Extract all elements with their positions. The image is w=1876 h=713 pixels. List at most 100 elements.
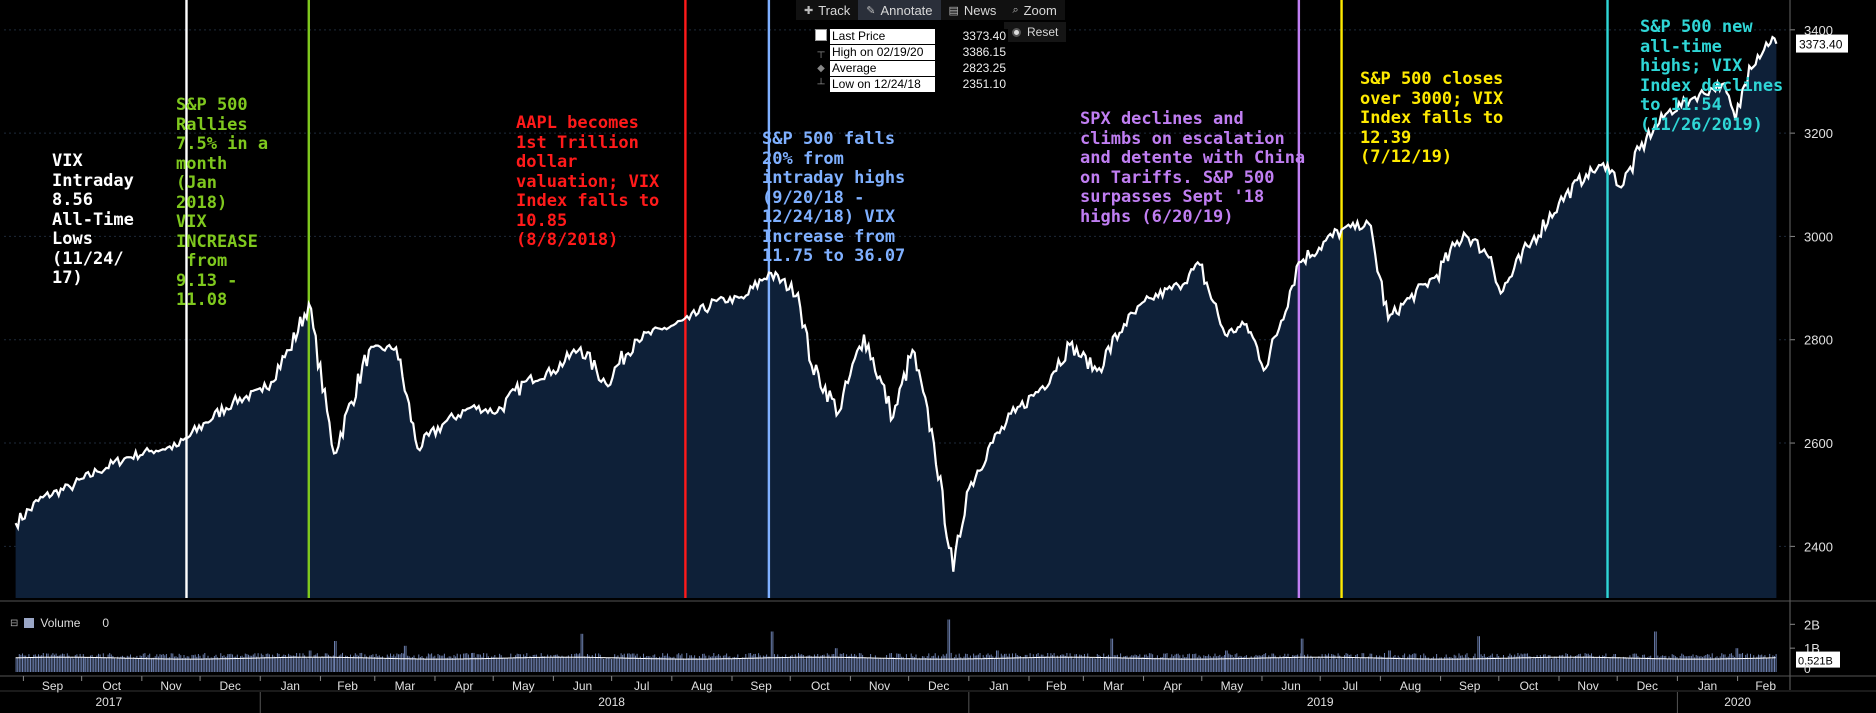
- volume-bar: [1618, 657, 1620, 672]
- volume-bar: [117, 656, 119, 672]
- volume-bar: [36, 656, 38, 672]
- volume-bar: [178, 653, 180, 672]
- zoom-button[interactable]: ⌕ Zoom: [1012, 2, 1057, 18]
- volume-bar: [1488, 656, 1490, 672]
- volume-bar: [526, 653, 528, 672]
- x-month-label: May: [1221, 679, 1244, 693]
- volume-bar: [886, 655, 888, 672]
- legend-row-last[interactable]: Last Price 3373.40: [812, 28, 1008, 44]
- volume-bar: [524, 656, 526, 672]
- volume-bar: [1759, 655, 1761, 672]
- volume-bar: [887, 658, 889, 672]
- volume-bar: [615, 656, 617, 672]
- volume-bar: [1116, 654, 1118, 672]
- volume-bar: [745, 654, 747, 672]
- volume-bar: [1355, 655, 1357, 672]
- volume-bar: [730, 658, 732, 672]
- volume-bar: [1203, 655, 1205, 672]
- volume-bar: [1563, 656, 1565, 672]
- volume-bar: [321, 656, 323, 672]
- volume-bar: [955, 654, 957, 672]
- volume-bar: [463, 653, 465, 672]
- volume-bar: [1466, 653, 1468, 672]
- volume-bar: [838, 656, 840, 672]
- volume-bar: [407, 655, 409, 672]
- volume-bar: [1740, 653, 1742, 672]
- volume-bar: [817, 654, 819, 672]
- track-button[interactable]: ✚ Track: [804, 2, 851, 18]
- volume-bar: [806, 656, 807, 672]
- volume-bar: [1507, 655, 1509, 672]
- volume-bar: [1228, 653, 1230, 672]
- volume-bar: [1579, 653, 1581, 672]
- volume-bar: [904, 658, 906, 672]
- volume-bar: [232, 654, 233, 672]
- volume-bar: [1145, 654, 1147, 672]
- volume-bar: [1673, 654, 1675, 672]
- annotate-button[interactable]: ✎ Annotate: [858, 0, 941, 20]
- volume-bar: [125, 658, 127, 672]
- volume-bar: [782, 656, 783, 672]
- volume-bar: [1241, 656, 1243, 672]
- volume-bar: [769, 656, 771, 672]
- volume-bar: [551, 657, 553, 672]
- volume-bar: [1082, 656, 1084, 672]
- volume-bar: [70, 657, 71, 672]
- y-tick-label: 3200: [1804, 126, 1833, 141]
- legend-row-high: ┬ High on 02/19/20 3386.15: [812, 44, 1008, 60]
- volume-bar: [79, 653, 81, 672]
- volume-bar: [1624, 657, 1626, 672]
- volume-bar: [783, 657, 785, 672]
- y-tick-label: 3000: [1804, 229, 1833, 244]
- volume-bar: [1220, 656, 1222, 672]
- volume-bar: [142, 653, 144, 672]
- reset-button[interactable]: Reset: [1004, 22, 1067, 42]
- volume-bar: [750, 653, 752, 672]
- volume-bar: [1452, 658, 1454, 672]
- volume-bar: [799, 654, 801, 672]
- volume-bar: [1217, 655, 1219, 672]
- volume-bar: [960, 657, 962, 672]
- volume-bar: [1374, 657, 1376, 672]
- volume-bar: [1323, 658, 1325, 672]
- collapse-icon[interactable]: ⊟: [10, 617, 19, 629]
- volume-bar: [997, 650, 999, 672]
- volume-bar: [814, 654, 815, 672]
- volume-bar: [638, 658, 640, 672]
- checkbox-icon[interactable]: [812, 28, 830, 44]
- volume-bar: [1514, 654, 1516, 672]
- volume-bar: [1501, 658, 1503, 672]
- volume-bar: [603, 658, 604, 672]
- volume-bar: [702, 653, 704, 672]
- volume-bar: [324, 653, 326, 672]
- x-month-label: Nov: [869, 679, 890, 693]
- volume-bar: [764, 656, 766, 672]
- news-button[interactable]: ▤ News: [948, 2, 997, 18]
- volume-bar: [1168, 658, 1170, 672]
- volume-bar: [85, 657, 87, 672]
- volume-bar: [950, 652, 952, 672]
- volume-bar: [1129, 656, 1131, 672]
- volume-bar: [60, 654, 62, 672]
- volume-bar: [342, 652, 343, 672]
- volume-bar: [1185, 657, 1187, 672]
- volume-bar: [561, 655, 563, 672]
- volume-bar: [1079, 654, 1081, 672]
- volume-bar: [492, 656, 494, 672]
- volume-bar: [981, 658, 983, 672]
- annotation-text: S&P 500 new all-time highs; VIX Index de…: [1640, 17, 1784, 135]
- volume-bar: [1364, 657, 1366, 672]
- volume-bar: [260, 653, 262, 672]
- volume-bar: [591, 655, 593, 672]
- volume-bar: [1418, 658, 1420, 672]
- x-month-label: Feb: [337, 679, 358, 693]
- volume-bar: [223, 655, 225, 672]
- volume-bar: [762, 655, 764, 672]
- volume-bar: [1645, 657, 1647, 672]
- volume-bar: [547, 654, 549, 672]
- volume-bar: [705, 655, 707, 672]
- volume-bar: [484, 658, 486, 672]
- volume-bar: [1643, 654, 1645, 672]
- x-year-label: 2019: [1307, 695, 1334, 709]
- volume-bar: [1533, 656, 1535, 672]
